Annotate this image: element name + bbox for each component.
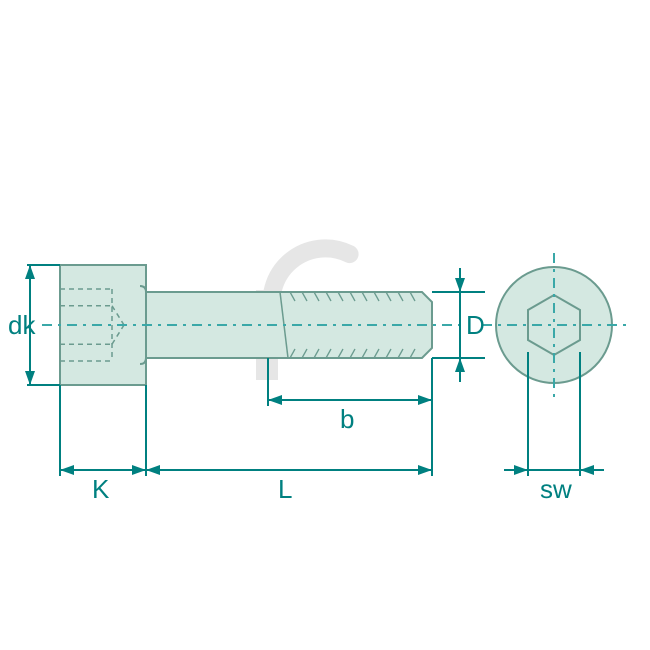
technical-drawing: dk D K Lb sw: [0, 0, 650, 650]
dim-label-K: K: [92, 474, 110, 504]
dim-label-dk: dk: [8, 310, 36, 340]
dim-label-sw: sw: [540, 474, 572, 504]
dim-label-D: D: [466, 310, 485, 340]
dim-label-L: L: [278, 474, 292, 504]
dim-label-b: b: [340, 404, 354, 434]
